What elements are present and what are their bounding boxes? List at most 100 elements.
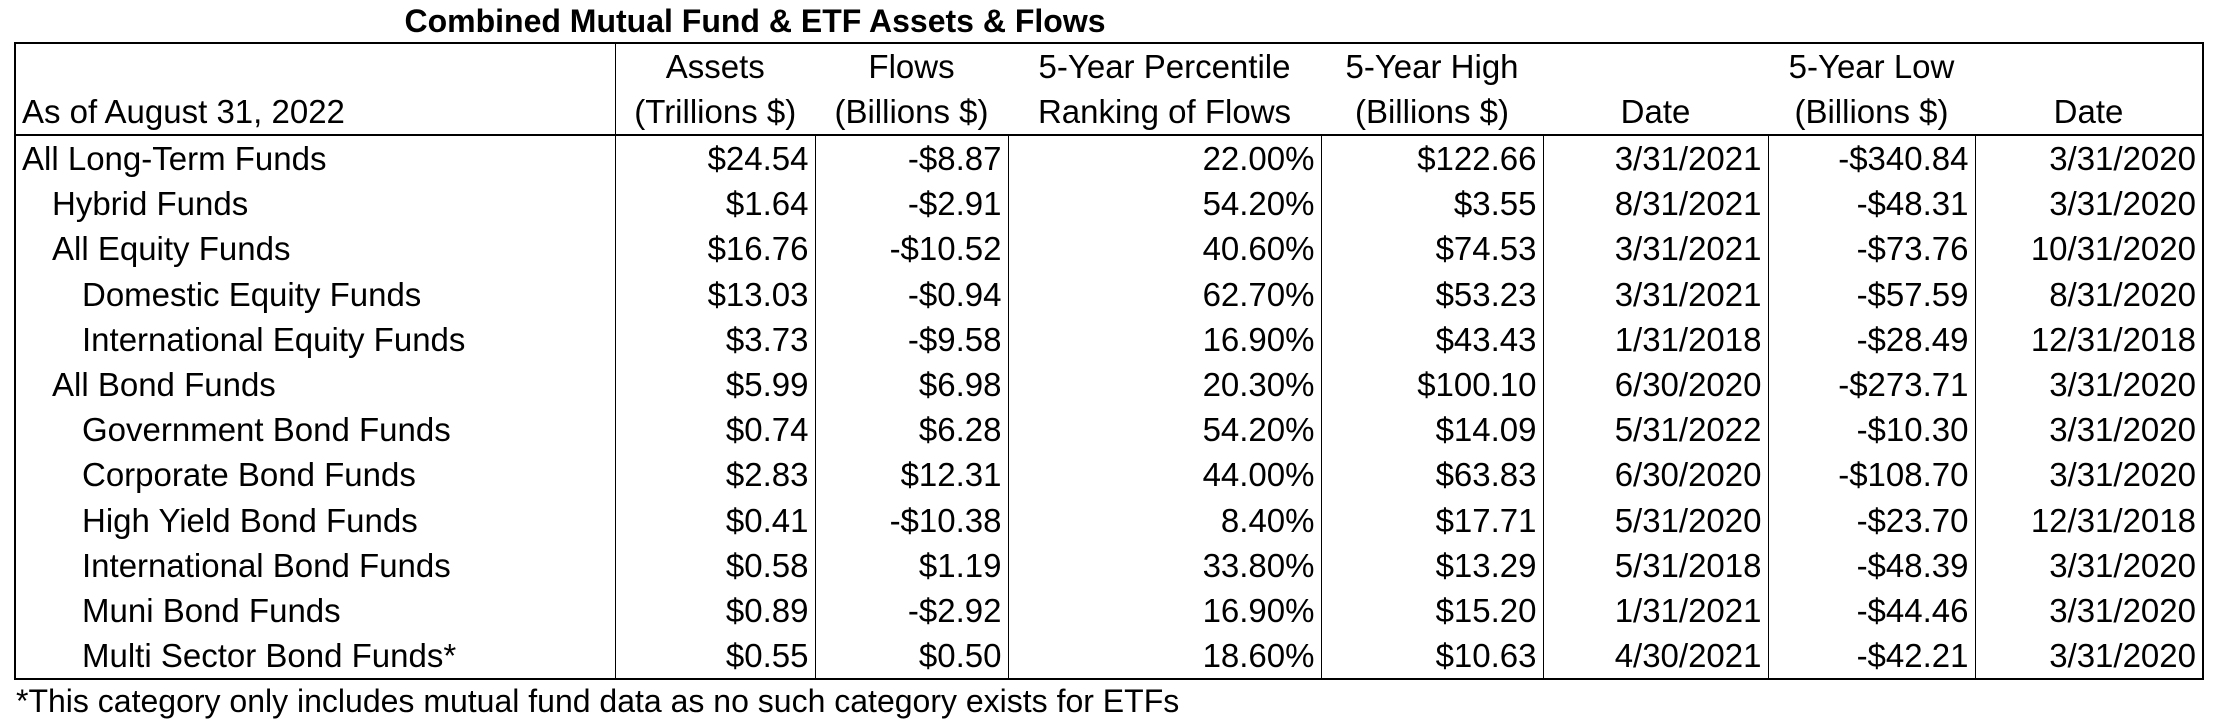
assets-cell: $13.03 <box>614 271 815 317</box>
fund-name-cell: Muni Bond Funds <box>14 587 615 634</box>
percentile-cell: 18.60% <box>1007 633 1321 681</box>
high-date-cell: 3/31/2021 <box>1542 226 1768 272</box>
fund-name-cell: Hybrid Funds <box>14 181 615 227</box>
footnote: *This category only includes mutual fund… <box>16 683 1180 719</box>
high-date-cell: 6/30/2020 <box>1542 452 1768 498</box>
table-row: Government Bond Funds $0.74 $6.28 54.20% $14… <box>14 407 2204 453</box>
percentile-cell: 62.70% <box>1007 271 1321 317</box>
header-percentile-line2: Ranking of Flows <box>1008 90 1321 136</box>
fund-name-cell: International Equity Funds <box>14 316 615 362</box>
high-date-cell: 4/30/2021 <box>1542 633 1768 681</box>
header-high-date-line1 <box>1543 42 1768 90</box>
percentile-cell: 16.90% <box>1007 587 1321 634</box>
fund-name-cell: All Long-Term Funds <box>14 135 615 182</box>
table-row: All Equity Funds $16.76 -$10.52 40.60% $74.5… <box>14 226 2204 272</box>
header-flows-line2: (Billions $) <box>815 90 1008 136</box>
low-cell: -$10.30 <box>1767 407 1975 453</box>
low-date-cell: 3/31/2020 <box>1974 542 2204 588</box>
high-date-cell: 3/31/2021 <box>1542 271 1768 317</box>
fund-name-cell: International Bond Funds <box>14 542 615 588</box>
flows-cell: $0.50 <box>814 633 1008 681</box>
flows-cell: -$9.58 <box>814 316 1008 362</box>
high-cell: $122.66 <box>1320 135 1543 182</box>
fund-name-cell: High Yield Bond Funds <box>14 497 615 543</box>
high-date-cell: 8/31/2021 <box>1542 181 1768 227</box>
high-cell: $13.29 <box>1320 542 1543 588</box>
high-cell: $43.43 <box>1320 316 1543 362</box>
low-date-cell: 3/31/2020 <box>1974 452 2204 498</box>
assets-cell: $0.58 <box>614 542 815 588</box>
header-flows-line1: Flows <box>815 42 1008 90</box>
high-cell: $63.83 <box>1320 452 1543 498</box>
percentile-cell: 8.40% <box>1007 497 1321 543</box>
flows-cell: $1.19 <box>814 542 1008 588</box>
low-date-cell: 3/31/2020 <box>1974 587 2204 634</box>
fund-assets-flows-table: Assets Flows 5-Year Percentile 5-Year Hi… <box>14 42 2204 681</box>
fund-name-cell: Corporate Bond Funds <box>14 452 615 498</box>
high-cell: $3.55 <box>1320 181 1543 227</box>
flows-cell: -$0.94 <box>814 271 1008 317</box>
low-cell: -$42.21 <box>1767 633 1975 681</box>
assets-cell: $0.55 <box>614 633 815 681</box>
header-percentile-line1: 5-Year Percentile <box>1008 42 1321 90</box>
high-cell: $15.20 <box>1320 587 1543 634</box>
low-cell: -$108.70 <box>1767 452 1975 498</box>
flows-cell: -$10.38 <box>814 497 1008 543</box>
high-cell: $10.63 <box>1320 633 1543 681</box>
table-row: Domestic Equity Funds $13.03 -$0.94 62.70% $… <box>14 271 2204 317</box>
flows-cell: -$2.91 <box>814 181 1008 227</box>
assets-cell: $16.76 <box>614 226 815 272</box>
header-high-line1: 5-Year High <box>1321 42 1543 90</box>
table-row: Hybrid Funds $1.64 -$2.91 54.20% $3.55 8/31/2… <box>14 181 2204 227</box>
high-date-cell: 5/31/2018 <box>1542 542 1768 588</box>
table-row: Muni Bond Funds $0.89 -$2.92 16.90% $15.20 1/… <box>14 587 2204 634</box>
low-date-cell: 8/31/2020 <box>1974 271 2204 317</box>
header-low-line2: (Billions $) <box>1768 90 1975 136</box>
low-date-cell: 3/31/2020 <box>1974 135 2204 182</box>
header-high-date-line2: Date <box>1543 90 1768 136</box>
assets-cell: $5.99 <box>614 361 815 408</box>
high-cell: $17.71 <box>1320 497 1543 543</box>
table-row: High Yield Bond Funds $0.41 -$10.38 8.40% $1… <box>14 497 2204 543</box>
assets-cell: $0.74 <box>614 407 815 453</box>
header-assets-line1: Assets <box>614 42 815 90</box>
table-row: All Bond Funds $5.99 $6.98 20.30% $100.10 6/3… <box>14 361 2204 408</box>
low-cell: -$340.84 <box>1767 135 1975 182</box>
low-cell: -$57.59 <box>1767 271 1975 317</box>
percentile-cell: 16.90% <box>1007 316 1321 362</box>
flows-cell: -$8.87 <box>814 135 1008 182</box>
low-date-cell: 3/31/2020 <box>1974 633 2204 681</box>
low-cell: -$23.70 <box>1767 497 1975 543</box>
flows-cell: $6.28 <box>814 407 1008 453</box>
assets-cell: $0.41 <box>614 497 815 543</box>
high-cell: $100.10 <box>1320 361 1543 408</box>
fund-name-cell: Government Bond Funds <box>14 407 615 453</box>
high-cell: $74.53 <box>1320 226 1543 272</box>
low-cell: -$44.46 <box>1767 587 1975 634</box>
table-row: All Long-Term Funds $24.54 -$8.87 22.00% $12… <box>14 135 2204 182</box>
low-cell: -$273.71 <box>1767 361 1975 408</box>
assets-cell: $1.64 <box>614 181 815 227</box>
table-row: International Bond Funds $0.58 $1.19 33.80%… <box>14 542 2204 588</box>
percentile-cell: 40.60% <box>1007 226 1321 272</box>
fund-name-cell: Multi Sector Bond Funds* <box>14 633 615 681</box>
header-assets-line2: (Trillions $) <box>614 90 815 136</box>
high-date-cell: 1/31/2021 <box>1542 587 1768 634</box>
low-date-cell: 12/31/2018 <box>1974 497 2204 543</box>
high-cell: $53.23 <box>1320 271 1543 317</box>
fund-name-cell: All Bond Funds <box>14 361 615 408</box>
high-cell: $14.09 <box>1320 407 1543 453</box>
low-cell: -$48.39 <box>1767 542 1975 588</box>
high-date-cell: 5/31/2020 <box>1542 497 1768 543</box>
percentile-cell: 44.00% <box>1007 452 1321 498</box>
high-date-cell: 5/31/2022 <box>1542 407 1768 453</box>
assets-cell: $0.89 <box>614 587 815 634</box>
low-cell: -$48.31 <box>1767 181 1975 227</box>
header-corner <box>14 42 615 90</box>
low-cell: -$73.76 <box>1767 226 1975 272</box>
high-date-cell: 3/31/2021 <box>1542 135 1768 182</box>
table-title: Combined Mutual Fund & ETF Assets & Flow… <box>404 3 1106 39</box>
table-row: Corporate Bond Funds $2.83 $12.31 44.00% $63… <box>14 452 2204 498</box>
table-body: All Long-Term Funds $24.54 -$8.87 22.00% $12… <box>14 135 2204 681</box>
header-low-line1: 5-Year Low <box>1768 42 1975 90</box>
